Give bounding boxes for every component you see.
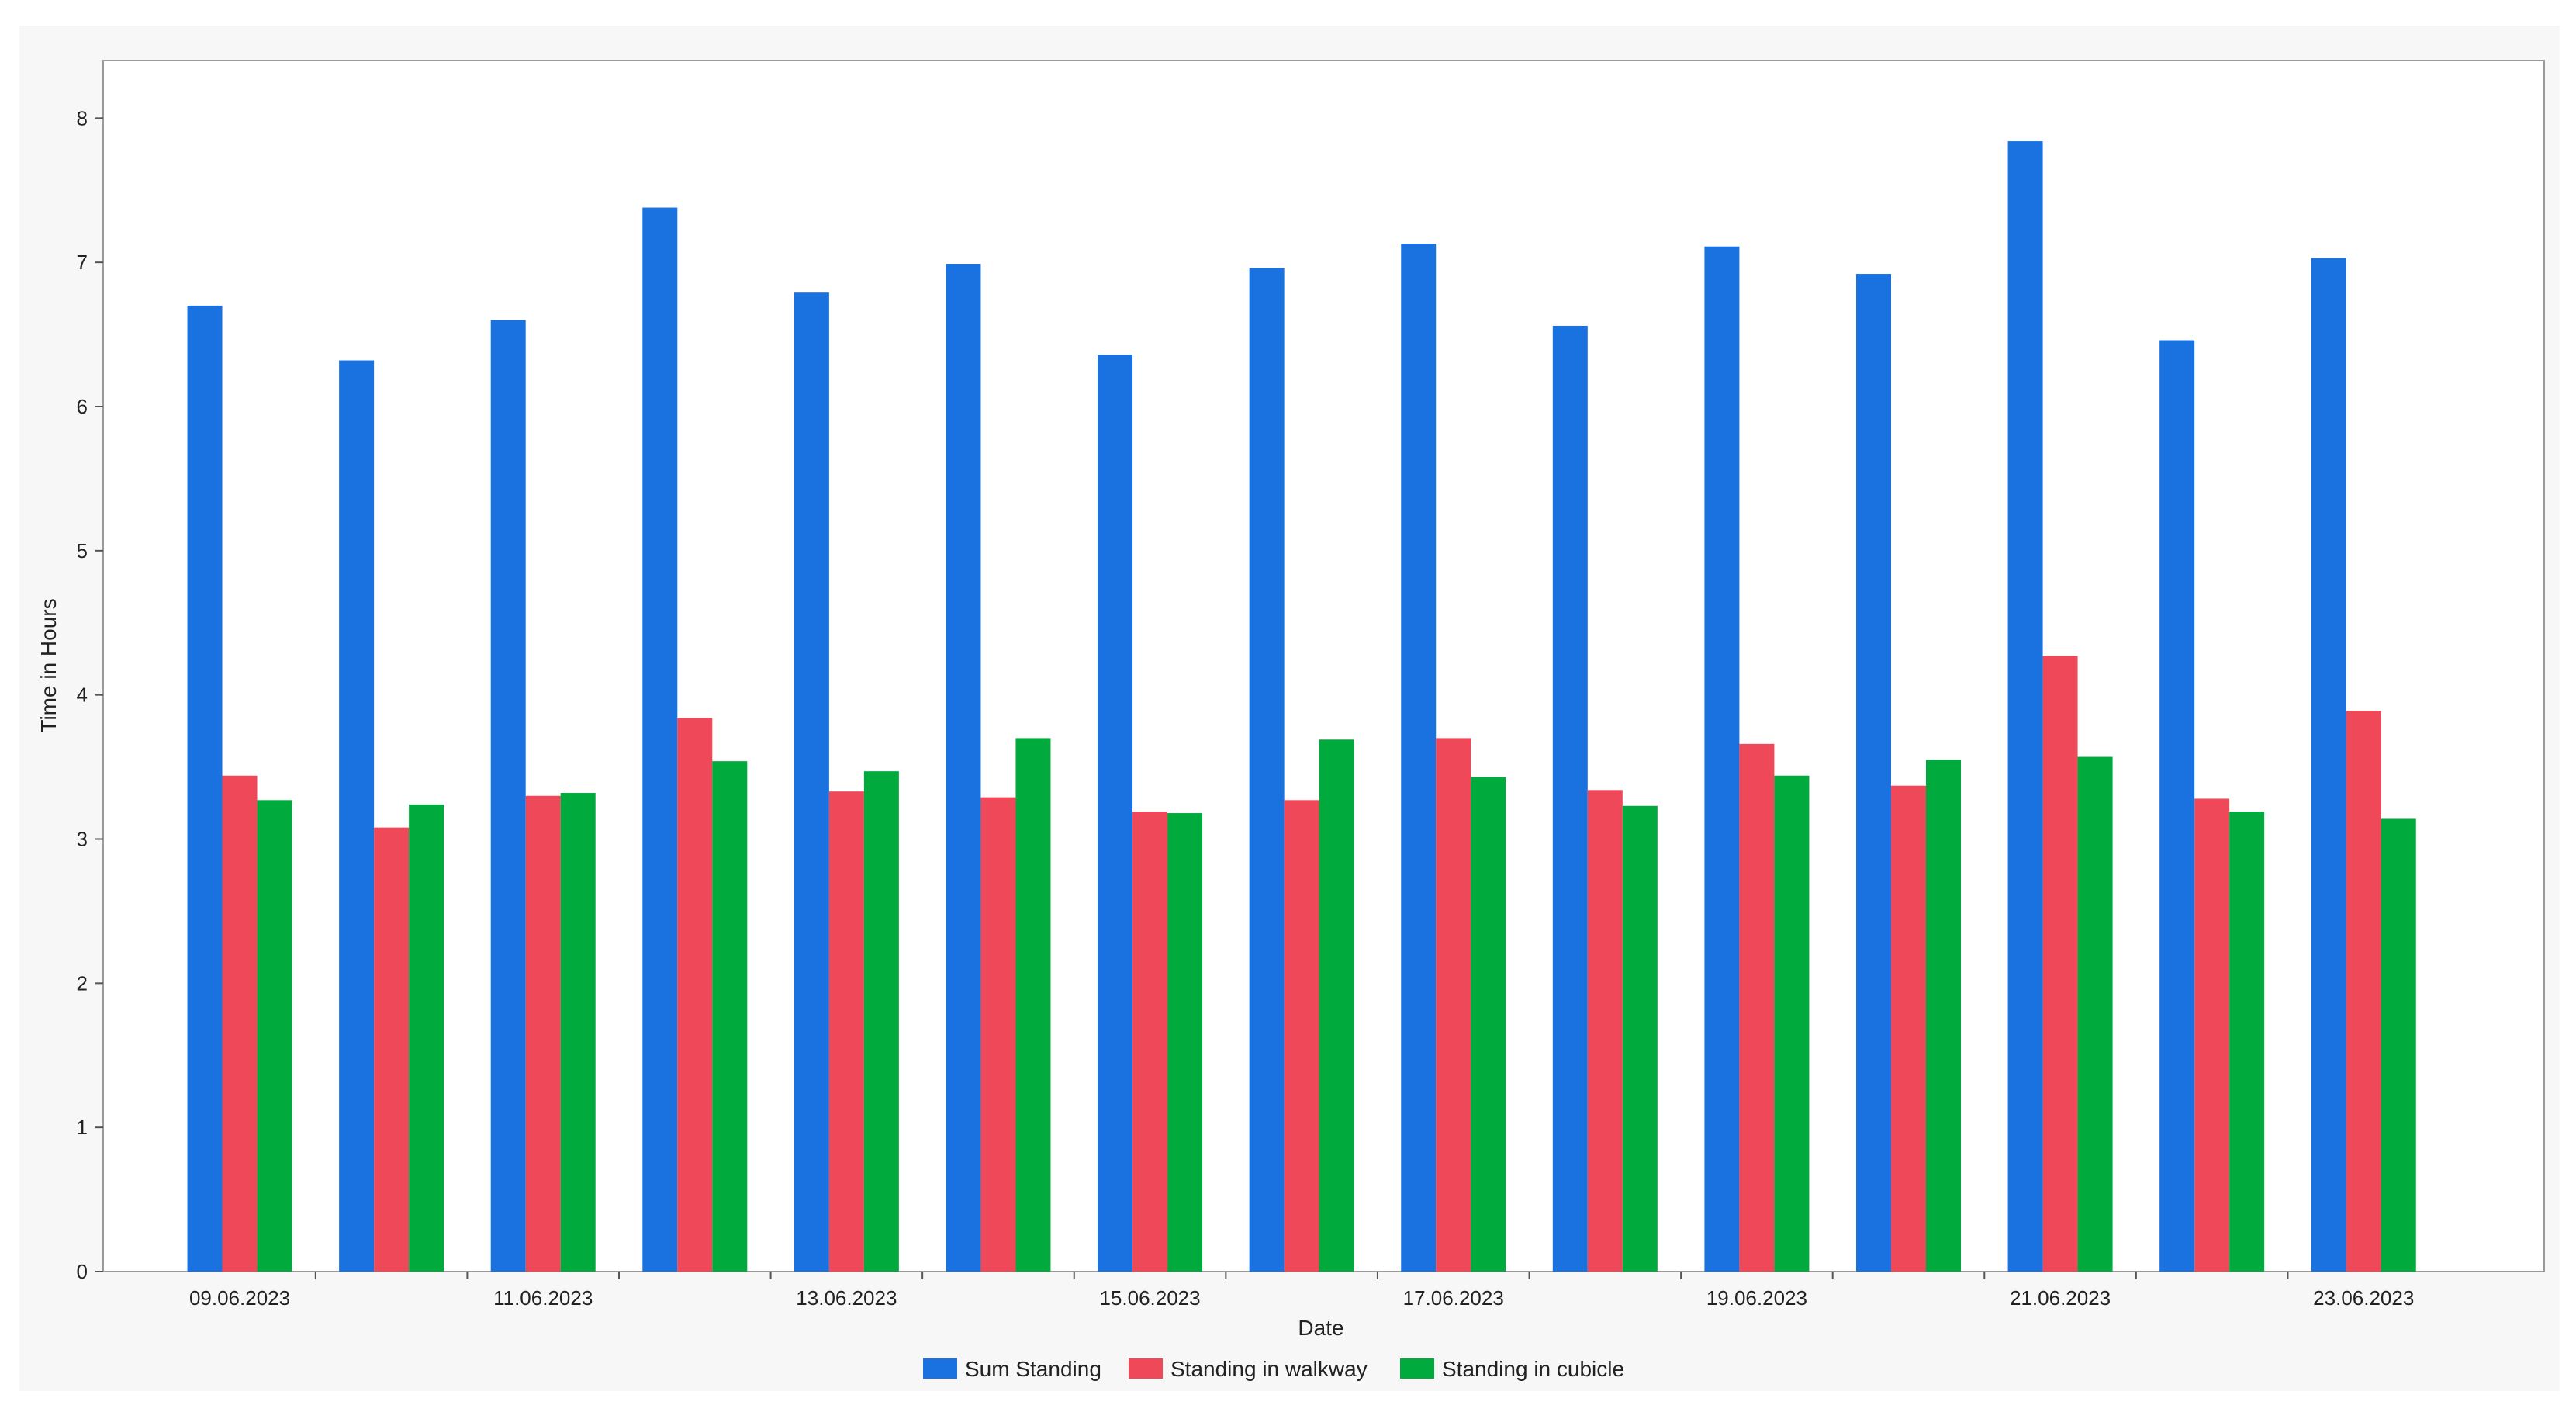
bar-sum-standing (1704, 246, 1740, 1272)
x-tick-label: 17.06.2023 (1403, 1286, 1504, 1310)
bar-standing-in-walkway (1132, 812, 1168, 1272)
x-tick-label: 23.06.2023 (2313, 1286, 2414, 1310)
bar-standing-in-cubicle (560, 793, 596, 1272)
bar-standing-in-cubicle (1925, 760, 1961, 1272)
x-tick-label: 15.06.2023 (1099, 1286, 1200, 1310)
bar-standing-in-cubicle (1167, 813, 1203, 1272)
x-tick-label: 13.06.2023 (796, 1286, 897, 1310)
bar-sum-standing (1249, 268, 1285, 1272)
y-tick-label: 4 (77, 683, 88, 707)
y-tick-label: 8 (77, 106, 88, 130)
bar-standing-in-walkway (2042, 656, 2078, 1272)
bar-standing-in-walkway (222, 775, 258, 1272)
legend-swatch (1129, 1358, 1163, 1379)
y-tick-label: 6 (77, 395, 88, 418)
legend-label: Sum Standing (965, 1357, 1101, 1381)
bar-standing-in-cubicle (712, 761, 748, 1272)
bar-standing-in-walkway (828, 791, 864, 1272)
bar-sum-standing (1552, 325, 1588, 1272)
y-tick-label: 0 (77, 1260, 88, 1283)
legend-swatch (1400, 1358, 1434, 1379)
bar-sum-standing (2007, 141, 2043, 1272)
bar-standing-in-cubicle (409, 804, 444, 1272)
bar-standing-in-cubicle (2077, 756, 2113, 1272)
bar-standing-in-cubicle (1015, 738, 1051, 1272)
bar-sum-standing (1098, 355, 1133, 1272)
bar-sum-standing (339, 360, 375, 1272)
bar-sum-standing (187, 305, 223, 1272)
bar-standing-in-cubicle (1622, 805, 1658, 1272)
bars (187, 141, 2416, 1272)
bar-standing-in-cubicle (1774, 775, 1810, 1272)
bar-sum-standing (2159, 340, 2195, 1272)
bar-sum-standing (2311, 258, 2346, 1272)
bar-sum-standing (1855, 274, 1891, 1272)
bar-sum-standing (794, 292, 829, 1272)
bar-standing-in-walkway (677, 718, 713, 1272)
y-tick-label: 5 (77, 539, 88, 562)
y-tick-label: 1 (77, 1116, 88, 1139)
legend-label: Standing in walkway (1170, 1357, 1368, 1381)
y-tick-label: 7 (77, 251, 88, 274)
y-axis-title: Time in Hours (36, 598, 61, 732)
bar-sum-standing (642, 207, 678, 1272)
legend-swatch (923, 1358, 957, 1379)
bar-standing-in-walkway (374, 827, 410, 1272)
x-axis: 09.06.2023 11.06.2023 13.06.2023 15.06.2023… (189, 1272, 2414, 1310)
legend: Sum Standing Standing in walkway Standing … (923, 1357, 1624, 1381)
bar-standing-in-cubicle (1471, 777, 1506, 1272)
y-tick-label: 3 (77, 828, 88, 851)
bar-standing-in-walkway (980, 797, 1016, 1272)
legend-label: Standing in cubicle (1442, 1357, 1624, 1381)
x-axis-title: Date (1298, 1316, 1343, 1340)
bar-standing-in-walkway (2346, 711, 2381, 1272)
bar-standing-in-walkway (2194, 798, 2230, 1272)
x-tick-label: 11.06.2023 (493, 1286, 593, 1310)
bar-standing-in-walkway (525, 795, 561, 1272)
bar-standing-in-walkway (1739, 743, 1775, 1272)
bar-sum-standing (946, 264, 981, 1272)
bar-standing-in-walkway (1587, 790, 1623, 1272)
bar-standing-in-cubicle (863, 771, 899, 1272)
x-tick-label: 19.06.2023 (1706, 1286, 1807, 1310)
bar-standing-in-cubicle (2229, 812, 2265, 1272)
bar-standing-in-walkway (1436, 738, 1471, 1272)
bar-standing-in-walkway (1284, 800, 1319, 1272)
y-tick-label: 2 (77, 971, 88, 995)
bar-sum-standing (490, 320, 526, 1272)
y-axis: 0 1 2 3 4 5 6 7 8 (77, 106, 103, 1283)
x-tick-label: 09.06.2023 (189, 1286, 290, 1310)
bar-standing-in-cubicle (2381, 818, 2416, 1272)
bar-standing-in-cubicle (257, 800, 292, 1272)
bar-sum-standing (1401, 244, 1437, 1272)
x-tick-label: 21.06.2023 (2010, 1286, 2111, 1310)
bar-standing-in-walkway (1890, 785, 1926, 1272)
bar-standing-in-cubicle (1319, 739, 1354, 1272)
